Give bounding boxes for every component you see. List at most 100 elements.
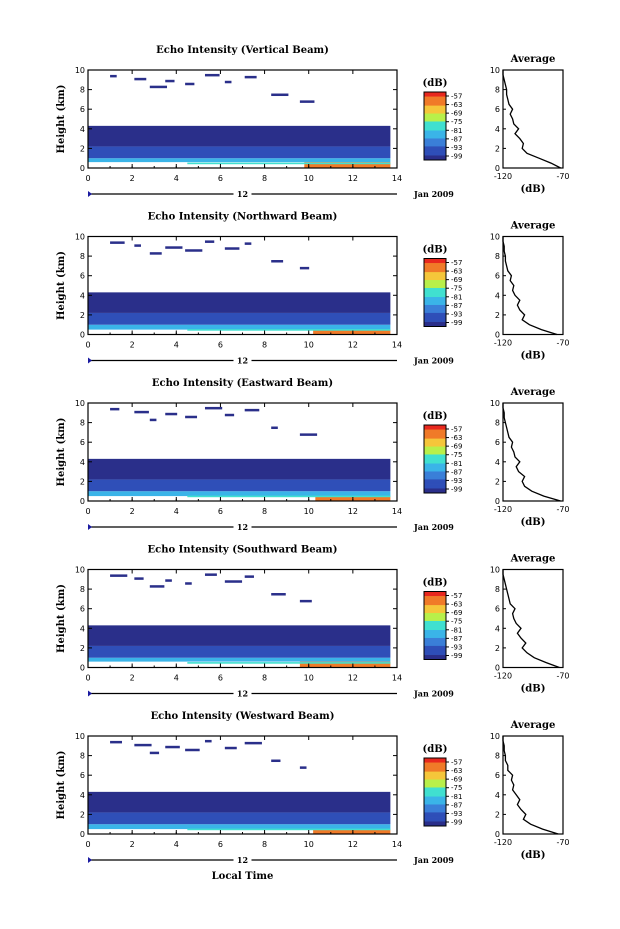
colorbar-cell bbox=[424, 788, 446, 791]
colorbar-cell bbox=[424, 284, 446, 287]
colorbar-cell bbox=[424, 789, 446, 792]
average-y-tick-label: 2 bbox=[495, 477, 500, 486]
x-tick-label: 2 bbox=[130, 174, 135, 183]
colorbar-cell bbox=[424, 282, 446, 284]
colorbar-cell bbox=[424, 786, 446, 788]
colorbar-tick-label: -99 bbox=[451, 652, 462, 660]
echo-speck bbox=[224, 746, 237, 750]
x-tick-label: 14 bbox=[392, 674, 402, 683]
colorbar-cell bbox=[424, 102, 446, 104]
x-tick-label: 10 bbox=[304, 507, 314, 516]
colorbar-cell bbox=[424, 321, 446, 324]
colorbar-cell bbox=[424, 793, 446, 795]
colorbar-cell bbox=[424, 641, 446, 643]
echo-layer bbox=[299, 661, 391, 668]
colorbar-cell bbox=[424, 651, 446, 654]
day-label-bg bbox=[233, 854, 252, 866]
colorbar-cell bbox=[424, 438, 446, 441]
colorbar-tick-label: -69 bbox=[451, 443, 462, 451]
colorbar-cell bbox=[424, 812, 446, 815]
y-tick-label: 6 bbox=[80, 438, 85, 447]
average-y-tick-label: 6 bbox=[495, 605, 500, 614]
colorbar-tick-label: -99 bbox=[451, 486, 462, 494]
colorbar-cell bbox=[424, 815, 446, 818]
colorbar-cell bbox=[424, 630, 446, 632]
colorbar-cell bbox=[424, 439, 446, 442]
average-y-tick-label: 10 bbox=[490, 566, 500, 575]
colorbar-tick-label: -75 bbox=[451, 118, 462, 126]
colorbar-cell bbox=[424, 432, 446, 435]
x-tick-label: 0 bbox=[85, 674, 90, 683]
colorbar-cell bbox=[424, 618, 446, 621]
colorbar-cell bbox=[424, 114, 446, 117]
panel-2: Echo Intensity (Eastward Beam) 0 2 4 6 8 10 0 2 4… bbox=[56, 378, 570, 533]
x-tick-label: 6 bbox=[218, 840, 223, 849]
average-y-tick-label: 8 bbox=[495, 419, 500, 428]
colorbar-cell bbox=[424, 784, 446, 786]
average-title: Average bbox=[510, 554, 556, 565]
colorbar-cell bbox=[424, 116, 446, 119]
x-tick-label: 14 bbox=[392, 507, 402, 516]
colorbar-cell bbox=[424, 806, 446, 809]
echo-speck bbox=[224, 580, 243, 583]
colorbar-cell bbox=[424, 454, 446, 457]
colorbar-cell bbox=[424, 112, 446, 115]
day-label: 12 bbox=[237, 189, 248, 199]
y-tick-label: 2 bbox=[80, 311, 85, 320]
colorbar-cell bbox=[424, 816, 446, 819]
x-tick-label: 12 bbox=[348, 174, 358, 183]
colorbar-cell bbox=[424, 463, 446, 466]
colorbar-cell bbox=[424, 478, 446, 480]
echo-speck bbox=[299, 433, 318, 436]
colorbar-tick-label: -75 bbox=[451, 285, 462, 293]
colorbar-cell bbox=[424, 607, 446, 609]
x-tick-label: 4 bbox=[174, 507, 179, 516]
colorbar-cell bbox=[424, 292, 446, 295]
colorbar-cell bbox=[424, 802, 446, 804]
echo-speck bbox=[185, 82, 195, 86]
echo-layer bbox=[88, 812, 391, 825]
x-tick-label: 4 bbox=[174, 840, 179, 849]
colorbar-cell bbox=[424, 631, 446, 633]
colorbar-cell bbox=[424, 643, 446, 646]
colorbar-cell bbox=[424, 591, 446, 594]
y-axis-label: Height (km) bbox=[56, 751, 67, 820]
colorbar-cell bbox=[424, 318, 446, 321]
colorbar-cell bbox=[424, 152, 446, 154]
colorbar-cell bbox=[424, 485, 446, 487]
colorbar-cell bbox=[424, 110, 446, 112]
colorbar-cell bbox=[424, 99, 446, 102]
colorbar-cell bbox=[424, 819, 446, 821]
day-marker bbox=[88, 690, 92, 697]
colorbar-cell bbox=[424, 119, 446, 121]
y-tick-label: 2 bbox=[80, 810, 85, 819]
echo-layer bbox=[88, 125, 391, 147]
echo-layer bbox=[88, 625, 391, 646]
colorbar-cell bbox=[424, 428, 446, 431]
echo-strip bbox=[187, 828, 391, 831]
echo-layer bbox=[88, 791, 391, 813]
colorbar-cell bbox=[424, 818, 446, 820]
average-y-tick-label: 4 bbox=[495, 624, 500, 633]
colorbar-cell bbox=[424, 782, 446, 785]
colorbar-cell bbox=[424, 471, 446, 474]
average-y-tick-label: 2 bbox=[495, 644, 500, 653]
colorbar-cell bbox=[424, 474, 446, 477]
colorbar-label: (dB) bbox=[423, 411, 448, 422]
colorbar-cell bbox=[424, 283, 446, 286]
day-marker bbox=[88, 857, 92, 863]
colorbar-cell bbox=[424, 314, 446, 316]
colorbar-cell bbox=[424, 767, 446, 769]
panel-title: Echo Intensity (Westward Beam) bbox=[151, 711, 335, 722]
average-title: Average bbox=[510, 54, 556, 65]
colorbar-cell bbox=[424, 794, 446, 796]
colorbar-cell bbox=[424, 760, 446, 762]
average-y-tick-label: 8 bbox=[495, 585, 500, 594]
average-frame bbox=[502, 69, 564, 169]
colorbar-cell bbox=[424, 95, 446, 98]
average-y-tick-label: 0 bbox=[495, 331, 500, 340]
average-y-tick-label: 6 bbox=[495, 438, 500, 447]
panel-title: Echo Intensity (Eastward Beam) bbox=[152, 378, 333, 389]
x-tick-label: 8 bbox=[262, 507, 267, 516]
colorbar-cell bbox=[424, 805, 446, 808]
